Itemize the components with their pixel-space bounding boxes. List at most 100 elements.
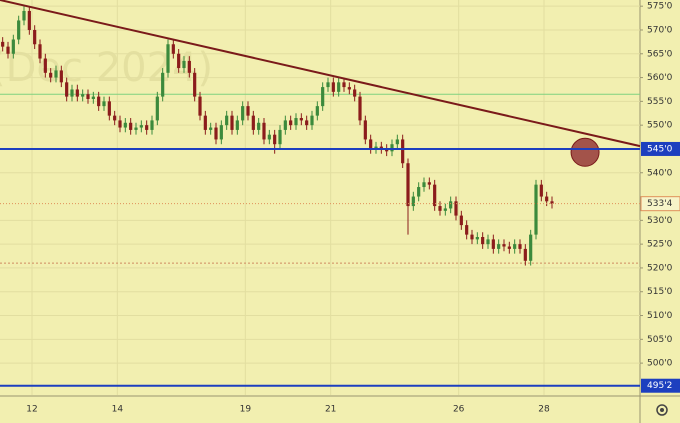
candle-body — [166, 44, 170, 73]
candle-body — [363, 120, 367, 140]
candle-body — [481, 237, 485, 245]
y-tick-label: 515'0 — [647, 287, 673, 297]
price-tag-label: 495'2 — [647, 381, 672, 391]
candle-body — [235, 120, 239, 130]
candle-body — [17, 20, 21, 40]
x-tick-label: 14 — [112, 405, 124, 415]
candle-body — [33, 29, 37, 45]
candle-body — [539, 184, 543, 197]
candle-body — [246, 106, 250, 116]
candle-body — [417, 187, 421, 197]
last-price-label: 533'4 — [647, 199, 673, 209]
y-tick-label: 570'0 — [647, 25, 673, 35]
candle-body — [443, 208, 447, 211]
candle-body — [299, 118, 303, 121]
candle-body — [214, 127, 218, 140]
candle-body — [379, 146, 383, 149]
candle-body — [411, 196, 415, 207]
price-tag — [641, 378, 680, 393]
candle-body — [529, 234, 533, 261]
target-circle — [570, 137, 600, 167]
candle-body — [491, 239, 495, 249]
candle-body — [278, 129, 282, 145]
price-tag — [641, 141, 680, 156]
candle-body — [465, 225, 469, 235]
candle-body — [497, 244, 501, 249]
candle-body — [470, 234, 474, 240]
candle-body — [155, 96, 159, 121]
candle-body — [161, 72, 165, 97]
candle-body — [534, 184, 538, 235]
candle-body — [353, 89, 357, 97]
settings-icon-center — [660, 408, 664, 412]
candle-body — [294, 118, 298, 126]
candle-body — [70, 89, 74, 97]
candle-body — [198, 96, 202, 116]
candle-body — [427, 182, 431, 185]
candle-body — [113, 115, 117, 121]
y-tick-label: 540'0 — [647, 168, 673, 178]
candle-body — [182, 60, 186, 69]
candle-body — [374, 146, 378, 149]
candle-body — [454, 201, 458, 216]
candle-body — [395, 139, 399, 145]
candle-body — [107, 101, 111, 116]
candle-body — [523, 248, 527, 261]
candle-body — [310, 115, 314, 126]
candle-body — [177, 53, 181, 69]
candle-body — [358, 96, 362, 121]
candle-body — [331, 82, 335, 92]
x-tick-label: 19 — [240, 405, 252, 415]
candle-body — [257, 122, 261, 130]
candle-body — [171, 44, 175, 54]
candle-body — [385, 148, 389, 152]
candle-body — [11, 39, 15, 54]
settings-icon[interactable] — [656, 404, 668, 416]
candle-body — [54, 70, 58, 78]
candle-body — [486, 239, 490, 245]
trend-line — [0, 0, 641, 148]
y-tick-label: 510'0 — [647, 311, 673, 321]
x-tick-label: 12 — [26, 405, 37, 415]
y-tick-label: 555'0 — [647, 97, 673, 107]
y-tick-label: 530'0 — [647, 216, 673, 226]
candle-body — [518, 244, 522, 249]
candle-body — [187, 60, 191, 73]
candle-body — [502, 244, 506, 247]
candle-body — [449, 201, 453, 209]
candle-body — [129, 122, 133, 130]
candle-body — [422, 182, 426, 188]
candle-body — [406, 163, 410, 207]
y-tick-label: 520'0 — [647, 263, 673, 273]
candle-body — [1, 41, 5, 47]
candle-body — [150, 120, 154, 130]
last-price-tag — [640, 196, 680, 212]
candle-body — [75, 89, 79, 97]
candle-body — [267, 134, 271, 140]
candle-body — [6, 46, 10, 54]
candle-body — [550, 201, 554, 204]
candle-body — [118, 120, 122, 128]
candle-body — [145, 125, 149, 130]
y-tick-label: 565'0 — [647, 49, 673, 59]
candle-body — [315, 106, 319, 116]
candle-body — [123, 122, 127, 128]
candle-body — [273, 134, 277, 145]
candle-body — [219, 125, 223, 140]
candle-body — [433, 184, 437, 207]
candle-body — [289, 120, 293, 126]
candle-body — [22, 10, 26, 21]
y-tick-label: 525'0 — [647, 240, 673, 250]
candle-body — [43, 58, 47, 73]
candle-body — [251, 115, 255, 130]
candle-body — [81, 94, 85, 97]
x-tick-label: 26 — [453, 405, 465, 415]
candle-body — [38, 44, 42, 59]
candle-body — [65, 82, 69, 97]
candle-body — [369, 139, 373, 149]
candle-body — [139, 125, 143, 128]
candle-body — [49, 72, 53, 78]
y-tick-label: 575'0 — [647, 2, 673, 12]
candle-body — [321, 87, 325, 107]
candle-body — [59, 70, 63, 83]
